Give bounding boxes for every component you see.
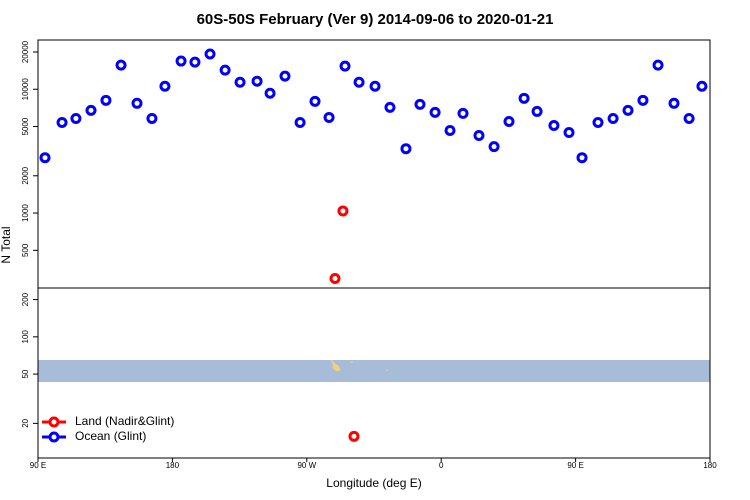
point [563,127,575,139]
y-tick-label: 20000 [21,40,30,63]
y-tick-label: 200 [21,292,30,306]
y-tick-label: 10000 [21,78,30,101]
point [219,64,231,76]
point [294,116,306,128]
map-strip [38,360,710,382]
point [115,59,127,71]
point [592,116,604,128]
point [696,80,708,92]
point [251,75,263,87]
point [531,105,543,117]
point [457,107,469,119]
legend-label: Ocean (Glint) [75,429,146,443]
point [503,115,515,127]
point [622,104,634,116]
point [234,76,246,88]
point [548,119,560,131]
point [429,106,441,118]
x-tick-label: 90 E [30,461,46,470]
point [337,205,349,217]
x-tick-label: 90 W [297,461,316,470]
y-tick-label: 1000 [21,204,30,222]
point [607,112,619,124]
point [175,55,187,67]
point [576,152,588,164]
y-tick-label: 50 [21,369,30,378]
point [384,101,396,113]
point [39,152,51,164]
point [146,112,158,124]
point [100,94,112,106]
point [264,87,276,99]
point [668,97,680,109]
y-tick-label: 500 [21,243,30,257]
point [348,430,360,442]
y-tick-label: 5000 [21,117,30,135]
point [70,112,82,124]
legend-marker [48,431,60,443]
point [400,143,412,155]
point [369,80,381,92]
point [323,111,335,123]
plot-frame [37,39,711,459]
point [329,272,341,284]
point [159,80,171,92]
point [683,112,695,124]
point [353,76,365,88]
x-axis-label: Longitude (deg E) [326,476,421,490]
x-tick-label: 180 [703,461,717,470]
x-tick-label: 180 [166,461,180,470]
point [444,125,456,137]
y-tick-label: 100 [21,330,30,344]
point [488,141,500,153]
chart-title: 60S-50S February (Ver 9) 2014-09-06 to 2… [197,11,554,28]
point [204,48,216,60]
point [414,98,426,110]
y-tick-label: 2000 [21,166,30,184]
legend-label: Land (Nadir&Glint) [75,414,174,428]
legend-marker [48,416,60,428]
y-tick-label: 20 [21,418,30,427]
point [131,97,143,109]
point [518,92,530,104]
map-land [330,359,388,372]
x-tick-label: 0 [439,461,444,470]
point [473,130,485,142]
point [56,116,68,128]
point [309,95,321,107]
point [189,56,201,68]
point [85,104,97,116]
point [652,59,664,71]
x-tick-label: 90 E [567,461,583,470]
point [637,94,649,106]
point [279,70,291,82]
y-axis-label: N Total [0,226,13,263]
point [339,60,351,72]
